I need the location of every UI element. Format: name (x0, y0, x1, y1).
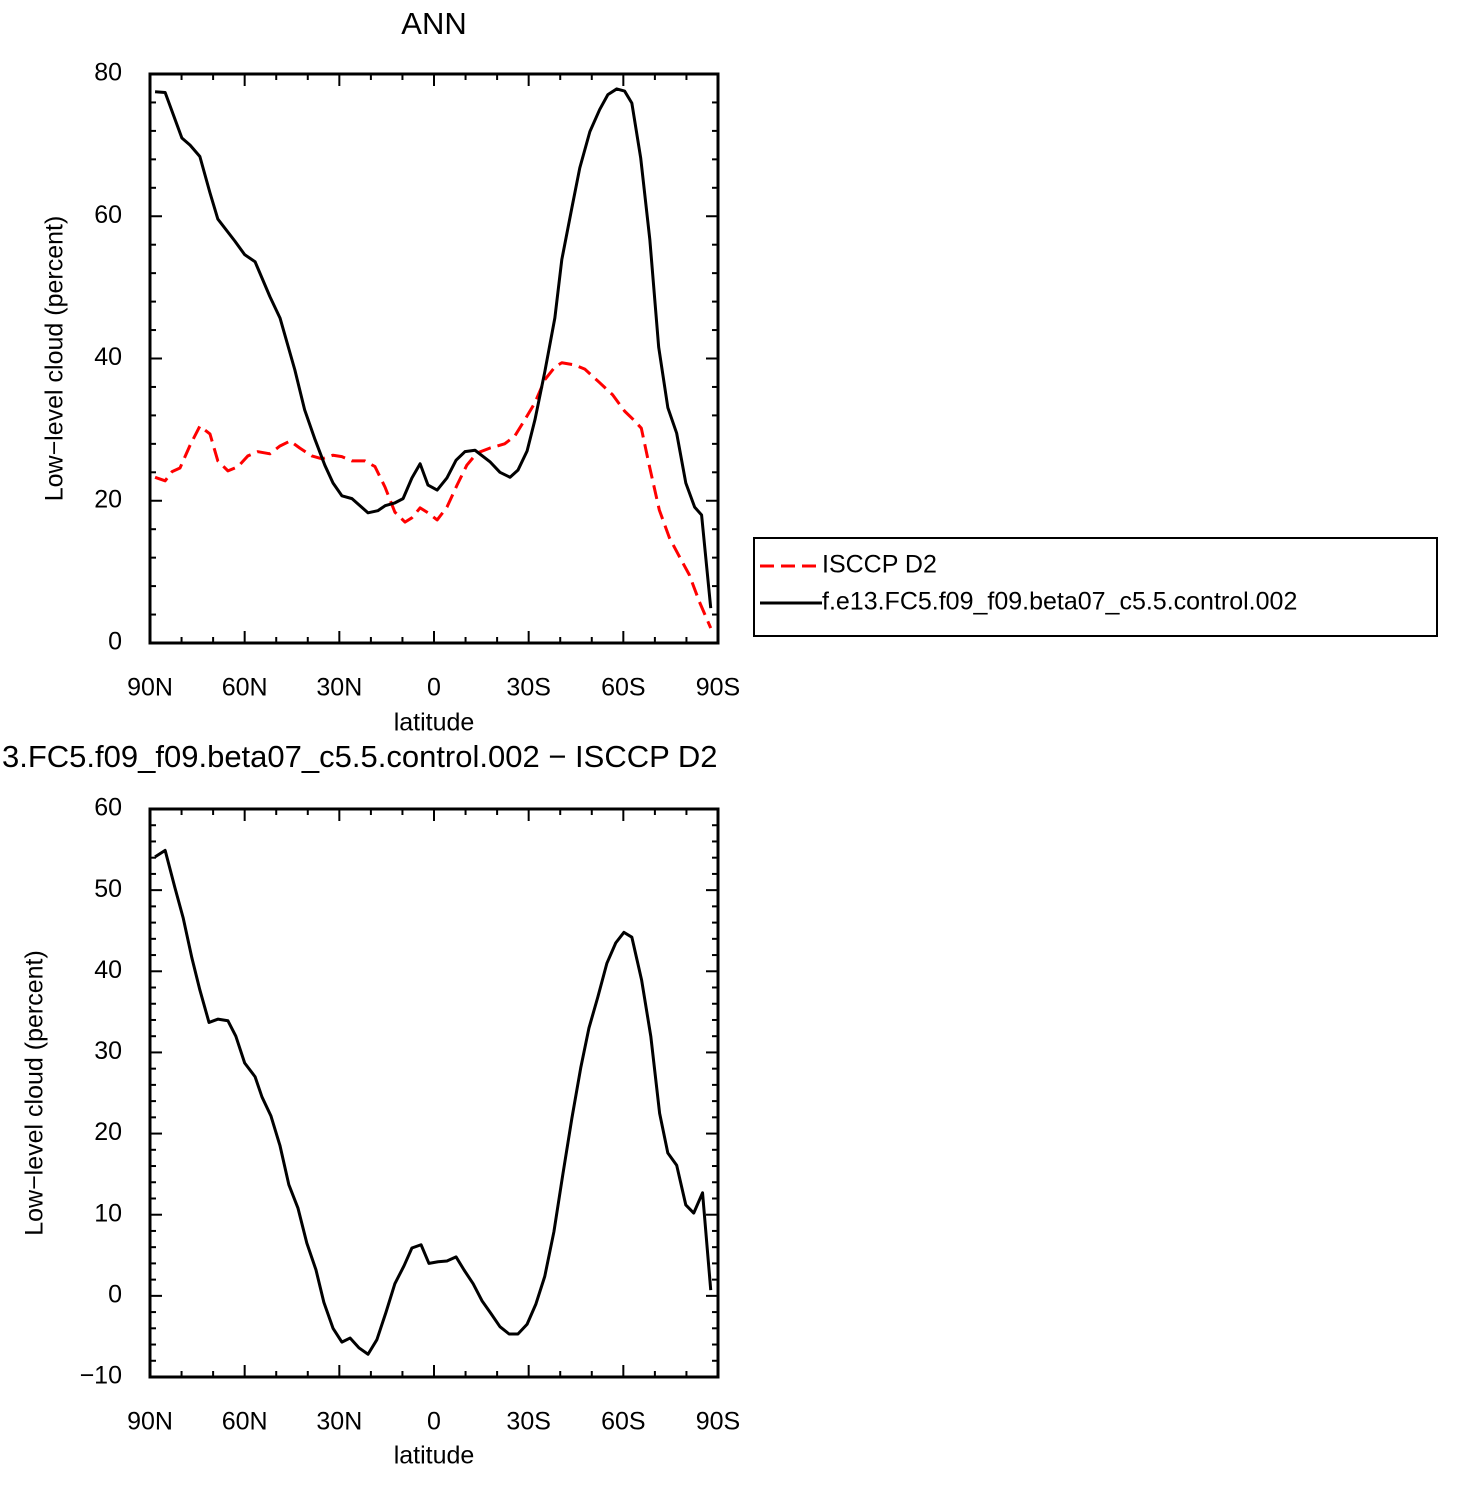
data-line (154, 87, 713, 609)
y-tick-label: −10 (80, 1362, 122, 1390)
y-tick-label: 0 (108, 1280, 122, 1308)
chart-title: ANN (401, 6, 466, 41)
y-axis-label: Low−level cloud (percent) (21, 950, 49, 1236)
y-tick-label: 10 (94, 1199, 122, 1227)
x-tick-label: 30S (506, 674, 550, 702)
y-tick-label: 40 (94, 956, 122, 984)
x-tick-label: 30S (506, 1408, 550, 1436)
x-tick-label: 30N (316, 1408, 362, 1436)
legend-label: f.e13.FC5.f09_f09.beta07_c5.5.control.00… (822, 588, 1297, 616)
x-tick-label: 60S (601, 674, 645, 702)
x-tick-label: 60N (222, 1408, 268, 1436)
y-tick-label: 0 (108, 628, 122, 656)
x-tick-label: 60N (222, 674, 268, 702)
chart-title: 3.FC5.f09_f09.beta07_c5.5.control.002 − … (2, 739, 717, 774)
x-tick-label: 60S (601, 1408, 645, 1436)
legend-box (753, 537, 1438, 637)
y-tick-label: 20 (94, 1118, 122, 1146)
y-tick-label: 80 (94, 59, 122, 87)
y-axis-label: Low−level cloud (percent) (41, 216, 69, 502)
data-line (154, 361, 713, 629)
x-tick-label: 90S (696, 674, 740, 702)
y-tick-label: 40 (94, 343, 122, 371)
x-axis-label: latitude (394, 1442, 475, 1470)
x-tick-label: 90N (127, 1408, 173, 1436)
x-tick-label: 30N (316, 674, 362, 702)
y-tick-label: 30 (94, 1037, 122, 1065)
y-tick-label: 20 (94, 485, 122, 513)
y-tick-label: 60 (94, 201, 122, 229)
data-line (154, 848, 713, 1356)
y-tick-label: 50 (94, 875, 122, 903)
x-tick-label: 0 (427, 674, 441, 702)
x-axis-label: latitude (394, 709, 475, 737)
plot-frame (148, 72, 720, 645)
plot-frame (148, 807, 720, 1379)
y-tick-label: 60 (94, 794, 122, 822)
x-tick-label: 0 (427, 1408, 441, 1436)
x-tick-label: 90N (127, 674, 173, 702)
legend-label: ISCCP D2 (822, 551, 937, 579)
x-tick-label: 90S (696, 1408, 740, 1436)
